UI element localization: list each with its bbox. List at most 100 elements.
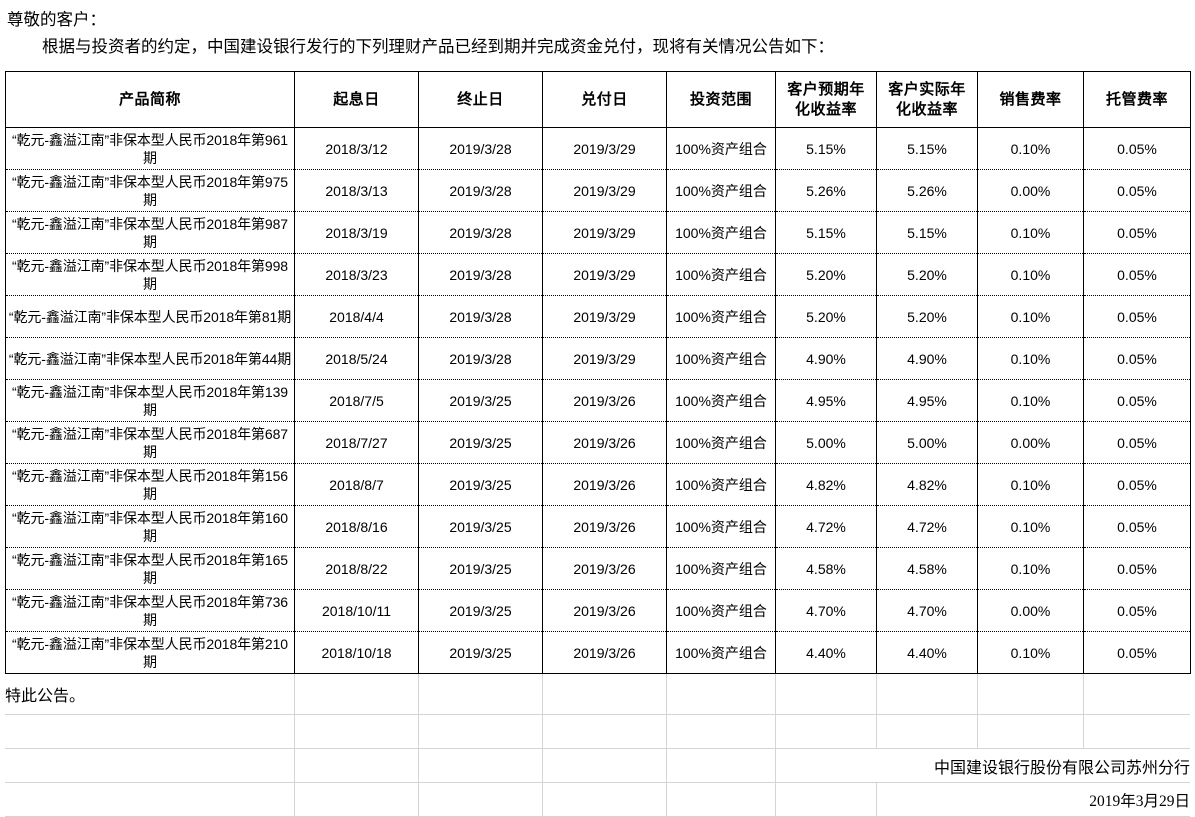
cell-start-date: 2018/5/24	[294, 337, 419, 380]
cell-pay-date: 2019/3/26	[542, 421, 667, 464]
footer-blank-cell	[5, 782, 295, 817]
cell-expected-yield: 5.15%	[775, 127, 877, 170]
cell-pay-date: 2019/3/29	[542, 211, 667, 254]
cell-start-date: 2018/10/18	[294, 631, 419, 674]
header-sales-fee: 销售费率	[977, 71, 1084, 128]
footer-row-issuer: 中国建设银行股份有限公司苏州分行	[5, 748, 1190, 783]
cell-product-name: “乾元-鑫溢江南”非保本型人民币2018年第81期	[5, 295, 295, 338]
cell-actual-yield: 5.20%	[876, 253, 978, 296]
announcement-date: 2019年3月29日	[876, 782, 1190, 817]
footer-blank-cell	[5, 748, 295, 783]
cell-pay-date: 2019/3/29	[542, 253, 667, 296]
products-table-container: 产品简称 起息日 终止日 兑付日 投资范围 客户预期年 化收益率 客户实际年 化…	[0, 71, 1195, 674]
table-row: “乾元-鑫溢江南”非保本型人民币2018年第210期 2018/10/18 2019…	[5, 631, 1191, 674]
header-custody-fee: 托管费率	[1083, 71, 1191, 128]
cell-start-date: 2018/8/7	[294, 463, 419, 506]
cell-pay-date: 2019/3/26	[542, 631, 667, 674]
footer-blank-cell	[666, 782, 776, 817]
cell-sales-fee: 0.10%	[977, 547, 1084, 590]
cell-pay-date: 2019/3/29	[542, 127, 667, 170]
cell-investment-scope: 100%资产组合	[666, 547, 776, 590]
cell-investment-scope: 100%资产组合	[666, 421, 776, 464]
cell-pay-date: 2019/3/26	[542, 463, 667, 506]
footer-blank-cell	[418, 674, 543, 715]
footer-blank-cell	[876, 674, 978, 715]
footer-blank-cell	[294, 748, 419, 783]
closing-notice: 特此公告。	[5, 674, 295, 715]
cell-actual-yield: 4.72%	[876, 505, 978, 548]
cell-custody-fee: 0.05%	[1083, 631, 1191, 674]
cell-sales-fee: 0.00%	[977, 169, 1084, 212]
cell-expected-yield: 5.20%	[775, 253, 877, 296]
cell-end-date: 2019/3/25	[418, 463, 543, 506]
cell-product-name: “乾元-鑫溢江南”非保本型人民币2018年第998期	[5, 253, 295, 296]
footer-blank-cell	[666, 748, 776, 783]
cell-custody-fee: 0.05%	[1083, 337, 1191, 380]
header-investment-scope: 投资范围	[666, 71, 776, 128]
footer-row-spacer	[5, 714, 1190, 749]
cell-pay-date: 2019/3/26	[542, 505, 667, 548]
cell-start-date: 2018/8/16	[294, 505, 419, 548]
header-product-name: 产品简称	[5, 71, 295, 128]
cell-pay-date: 2019/3/26	[542, 589, 667, 632]
cell-sales-fee: 0.00%	[977, 421, 1084, 464]
footer-blank-cell	[542, 674, 667, 715]
cell-investment-scope: 100%资产组合	[666, 505, 776, 548]
header-expected-yield: 客户预期年 化收益率	[775, 71, 877, 128]
cell-custody-fee: 0.05%	[1083, 589, 1191, 632]
matured-products-table: 产品简称 起息日 终止日 兑付日 投资范围 客户预期年 化收益率 客户实际年 化…	[5, 71, 1191, 674]
footer-blank-cell	[775, 674, 877, 715]
cell-end-date: 2019/3/25	[418, 505, 543, 548]
cell-investment-scope: 100%资产组合	[666, 127, 776, 170]
cell-expected-yield: 5.20%	[775, 295, 877, 338]
footer-blank-cell	[294, 714, 419, 749]
cell-product-name: “乾元-鑫溢江南”非保本型人民币2018年第160期	[5, 505, 295, 548]
cell-actual-yield: 5.00%	[876, 421, 978, 464]
cell-pay-date: 2019/3/29	[542, 337, 667, 380]
footer-blank-cell	[5, 714, 295, 749]
table-row: “乾元-鑫溢江南”非保本型人民币2018年第44期 2018/5/24 2019/3…	[5, 337, 1191, 380]
cell-start-date: 2018/3/12	[294, 127, 419, 170]
cell-end-date: 2019/3/25	[418, 631, 543, 674]
cell-sales-fee: 0.10%	[977, 295, 1084, 338]
cell-custody-fee: 0.05%	[1083, 421, 1191, 464]
cell-custody-fee: 0.05%	[1083, 505, 1191, 548]
cell-sales-fee: 0.10%	[977, 127, 1084, 170]
footer-blank-cell	[977, 674, 1084, 715]
cell-sales-fee: 0.10%	[977, 631, 1084, 674]
cell-expected-yield: 4.70%	[775, 589, 877, 632]
footer-grid: 特此公告。	[5, 674, 1190, 817]
cell-product-name: “乾元-鑫溢江南”非保本型人民币2018年第210期	[5, 631, 295, 674]
cell-end-date: 2019/3/28	[418, 211, 543, 254]
cell-start-date: 2018/7/27	[294, 421, 419, 464]
footer-blank-cell	[977, 714, 1084, 749]
cell-end-date: 2019/3/25	[418, 589, 543, 632]
cell-sales-fee: 0.10%	[977, 379, 1084, 422]
table-row: “乾元-鑫溢江南”非保本型人民币2018年第736期 2018/10/11 2019…	[5, 589, 1191, 632]
cell-pay-date: 2019/3/29	[542, 169, 667, 212]
issuer-name: 中国建设银行股份有限公司苏州分行	[775, 748, 1190, 783]
footer-blank-cell	[418, 748, 543, 783]
header-expected-yield-line1: 客户预期年	[787, 81, 865, 98]
cell-start-date: 2018/3/13	[294, 169, 419, 212]
footer-blank-cell	[542, 782, 667, 817]
header-pay-date: 兑付日	[542, 71, 667, 128]
cell-end-date: 2019/3/28	[418, 253, 543, 296]
cell-expected-yield: 4.82%	[775, 463, 877, 506]
footer-blank-cell	[542, 714, 667, 749]
intro-body-line: 根据与投资者的约定，中国建设银行发行的下列理财产品已经到期并完成资金兑付，现将有…	[42, 37, 834, 56]
cell-product-name: “乾元-鑫溢江南”非保本型人民币2018年第736期	[5, 589, 295, 632]
cell-investment-scope: 100%资产组合	[666, 337, 776, 380]
table-row: “乾元-鑫溢江南”非保本型人民币2018年第687期 2018/7/27 2019/…	[5, 421, 1191, 464]
cell-sales-fee: 0.10%	[977, 463, 1084, 506]
cell-end-date: 2019/3/28	[418, 337, 543, 380]
cell-start-date: 2018/8/22	[294, 547, 419, 590]
cell-pay-date: 2019/3/26	[542, 379, 667, 422]
cell-start-date: 2018/3/19	[294, 211, 419, 254]
cell-custody-fee: 0.05%	[1083, 253, 1191, 296]
cell-actual-yield: 5.26%	[876, 169, 978, 212]
cell-investment-scope: 100%资产组合	[666, 631, 776, 674]
table-row: “乾元-鑫溢江南”非保本型人民币2018年第165期 2018/8/22 2019/…	[5, 547, 1191, 590]
table-body: “乾元-鑫溢江南”非保本型人民币2018年第961期 2018/3/12 2019/…	[5, 127, 1191, 674]
cell-sales-fee: 0.10%	[977, 505, 1084, 548]
